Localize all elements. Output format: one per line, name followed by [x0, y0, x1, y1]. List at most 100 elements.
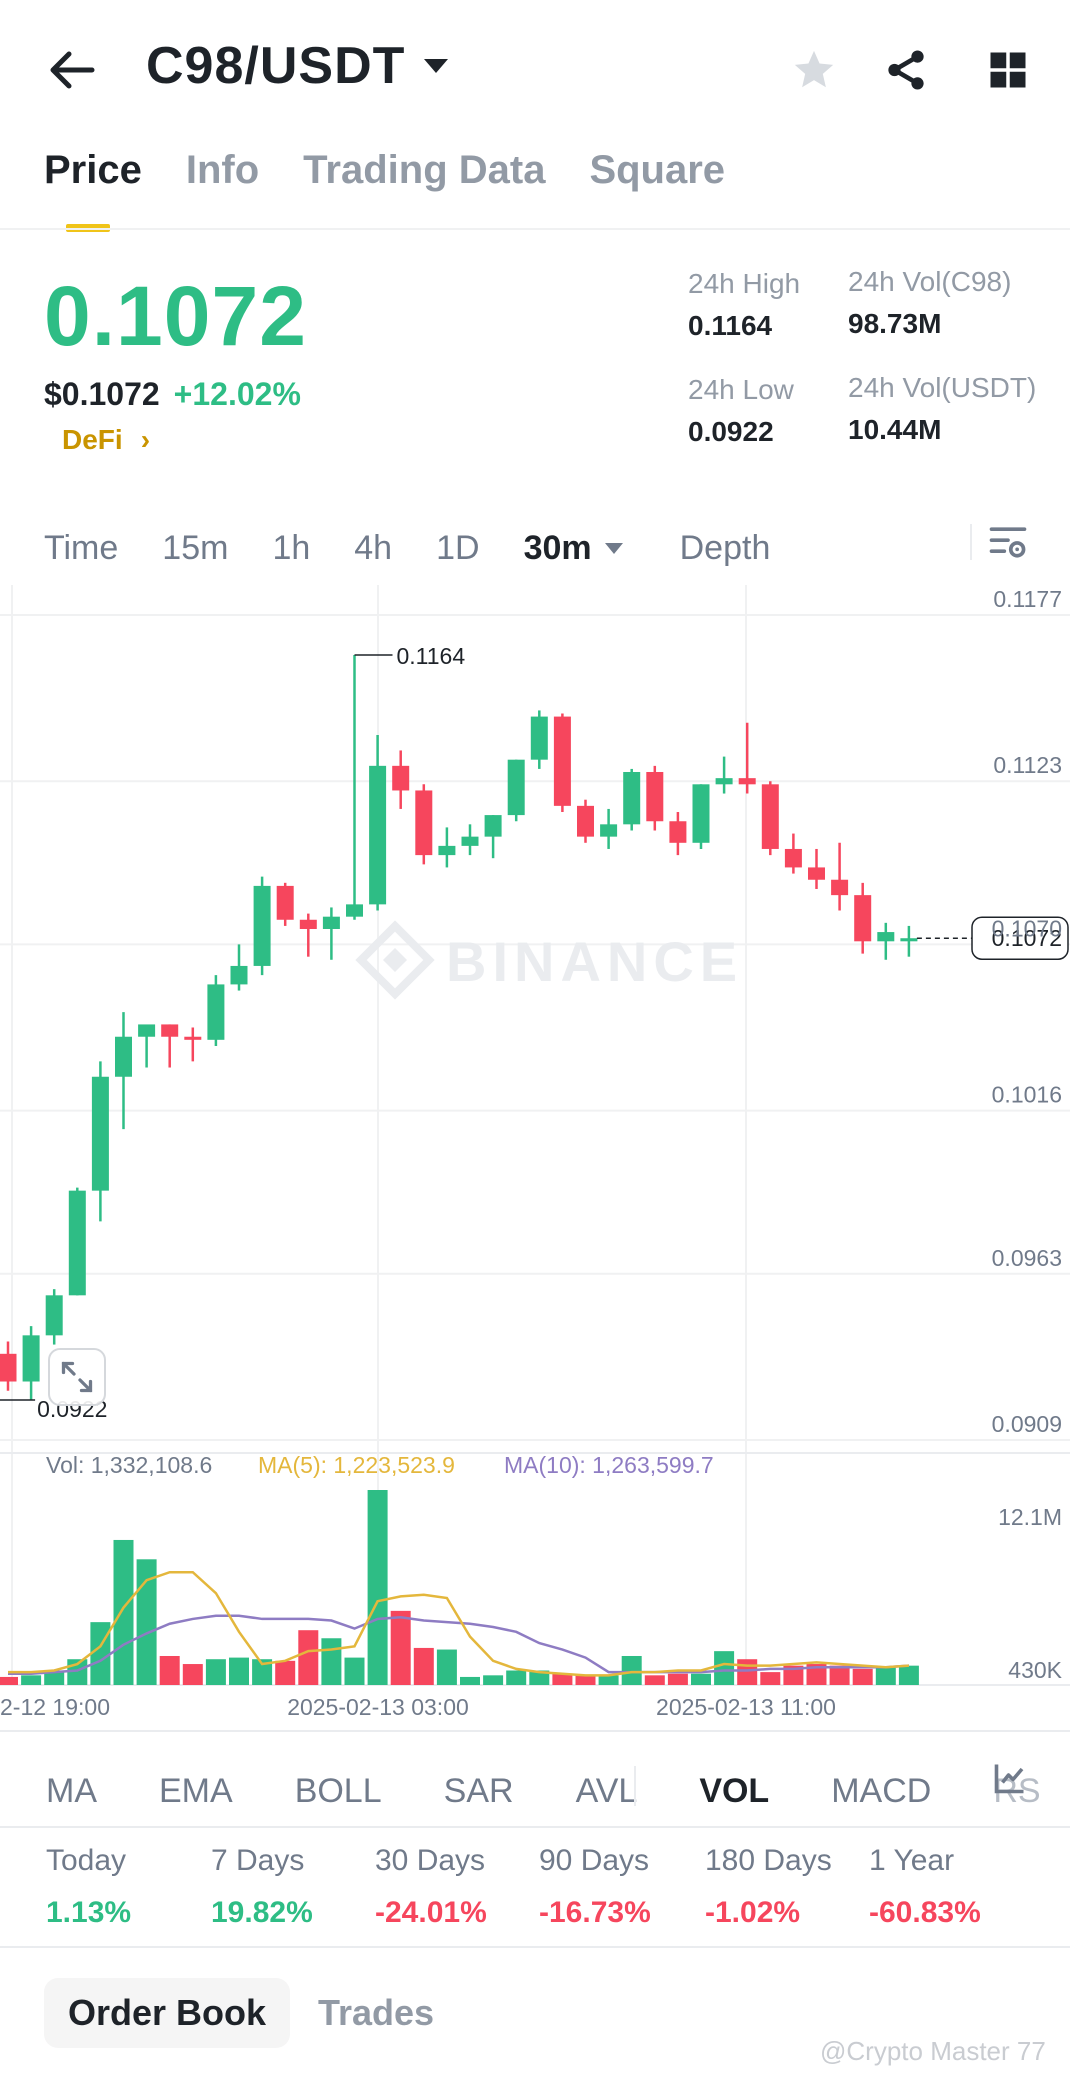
- interval-1d[interactable]: 1D: [436, 528, 480, 567]
- perf-value: -24.01%: [375, 1896, 487, 1929]
- tab-order-book[interactable]: Order Book: [44, 1978, 291, 2048]
- pair-title: C98/USDT: [146, 37, 406, 95]
- stat-24h-vol-base: 24h Vol(C98) 98.73M: [848, 266, 1011, 340]
- volume-bar: [898, 1665, 919, 1685]
- credit-watermark: @Crypto Master 77: [820, 2036, 1046, 2066]
- candle-body: [138, 1024, 156, 1037]
- perf-value: -16.73%: [539, 1896, 651, 1929]
- tab-trading-data[interactable]: Trading Data: [303, 148, 546, 192]
- candle-body: [600, 824, 618, 837]
- stat-label: 24h High: [688, 268, 801, 299]
- back-arrow-icon[interactable]: [44, 42, 100, 98]
- interval-time[interactable]: Time: [44, 528, 119, 567]
- interval-15m[interactable]: 15m: [162, 528, 229, 567]
- fullscreen-expand-button[interactable]: [48, 1348, 106, 1406]
- stat-value: 10.44M: [848, 414, 942, 445]
- stat-24h-high: 24h High 0.1164: [688, 268, 800, 342]
- pair-selector[interactable]: C98/USDT: [146, 36, 449, 96]
- share-icon[interactable]: [876, 40, 936, 100]
- perf-value: 19.82%: [211, 1896, 313, 1929]
- candle-body: [346, 904, 363, 917]
- category-tag[interactable]: DeFi ›: [62, 424, 150, 456]
- volume-bar: [252, 1659, 273, 1685]
- volume-bar: [367, 1490, 388, 1685]
- divider: [970, 524, 972, 560]
- page-tabs: Price Info Trading Data Square: [44, 148, 726, 232]
- volume-bar: [413, 1647, 434, 1685]
- expand-icon: [61, 1361, 93, 1393]
- volume-bar: [390, 1610, 411, 1685]
- indicator-ma[interactable]: MA: [46, 1771, 97, 1810]
- volume-bar: [621, 1655, 642, 1685]
- indicator-avl[interactable]: AVL: [575, 1771, 638, 1810]
- interval-30m-label: 30m: [523, 528, 592, 567]
- tab-price[interactable]: Price: [44, 148, 142, 232]
- interval-30m[interactable]: 30m: [524, 529, 624, 568]
- perf-label: 7 Days: [211, 1844, 305, 1877]
- price-tick-label: 0.1070: [992, 915, 1062, 941]
- last-price-label: 0.1072: [992, 925, 1062, 951]
- indicator-macd[interactable]: MACD: [831, 1771, 932, 1810]
- candle-body: [253, 885, 271, 966]
- ma10-label: MA(10): 1,263,599.7: [504, 1452, 714, 1478]
- candle-body: [322, 916, 340, 929]
- volume-bar: [529, 1670, 550, 1685]
- indicator-vol[interactable]: VOL: [699, 1771, 770, 1810]
- tab-trades[interactable]: Trades: [318, 1992, 435, 2033]
- perf-30-days: 30 Days -24.01%: [375, 1844, 487, 1930]
- perf-1-year: 1 Year -60.83%: [869, 1844, 981, 1930]
- candle-body: [392, 765, 410, 791]
- perf-label: 1 Year: [869, 1844, 955, 1877]
- last-price-box: [971, 916, 1069, 960]
- interval-1h[interactable]: 1h: [272, 528, 311, 567]
- ma10-line: [8, 1614, 909, 1675]
- stat-label: 24h Low: [688, 374, 794, 405]
- interval-depth[interactable]: Depth: [679, 528, 771, 567]
- usd-price-line: $0.1072 +12.02%: [44, 376, 301, 413]
- grid-menu-icon[interactable]: [978, 40, 1038, 100]
- chevron-right-icon: ›: [140, 424, 151, 455]
- candle-body: [484, 815, 502, 837]
- divider: [0, 1826, 1070, 1828]
- stat-24h-vol-quote: 24h Vol(USDT) 10.44M: [848, 372, 1036, 446]
- perf-label: 30 Days: [375, 1844, 486, 1877]
- indicator-boll[interactable]: BOLL: [294, 1771, 382, 1810]
- volume-bar: [760, 1672, 781, 1685]
- star-icon[interactable]: [784, 40, 844, 100]
- caret-down-icon: [424, 59, 449, 73]
- candle-body: [415, 790, 433, 856]
- volume-bar: [875, 1667, 896, 1685]
- price-axis: 0.1177 0.1123 0.1070 0.1016 0.0963 0.0909: [992, 586, 1062, 1437]
- tab-square[interactable]: Square: [589, 148, 726, 192]
- candles: [0, 655, 918, 1400]
- indicator-sar[interactable]: SAR: [443, 1771, 514, 1810]
- volume-bar: [182, 1664, 203, 1685]
- usd-price: $0.1072: [44, 376, 160, 412]
- volume-bar: [644, 1675, 665, 1685]
- volume-bar: [229, 1657, 249, 1685]
- perf-180-days: 180 Days -1.02%: [705, 1844, 832, 1930]
- candle-body: [669, 821, 687, 843]
- chart-settings-icon[interactable]: [986, 520, 1036, 570]
- candle-body: [877, 932, 895, 942]
- interval-4h[interactable]: 4h: [354, 528, 393, 567]
- tab-info[interactable]: Info: [185, 148, 260, 192]
- perf-90-days: 90 Days -16.73%: [539, 1844, 651, 1930]
- volume-bar: [21, 1675, 42, 1685]
- ma5-line: [8, 1570, 909, 1677]
- candle-body: [184, 1036, 202, 1040]
- price-change-percent: +12.02%: [173, 376, 301, 412]
- volume-bar: [205, 1659, 226, 1685]
- volume-bar: [275, 1660, 296, 1685]
- caret-down-icon: [604, 543, 623, 554]
- perf-label: 180 Days: [705, 1844, 832, 1877]
- candle-body: [91, 1076, 109, 1191]
- candle-body: [369, 765, 387, 905]
- candle-body: [623, 771, 641, 825]
- volume-bar: [436, 1649, 457, 1685]
- indicator-settings-icon[interactable]: [992, 1760, 1032, 1800]
- indicator-ema[interactable]: EMA: [159, 1771, 233, 1810]
- indicator-tabs: MA EMA BOLL SAR AVL VOL MACD RS: [46, 1756, 1041, 1826]
